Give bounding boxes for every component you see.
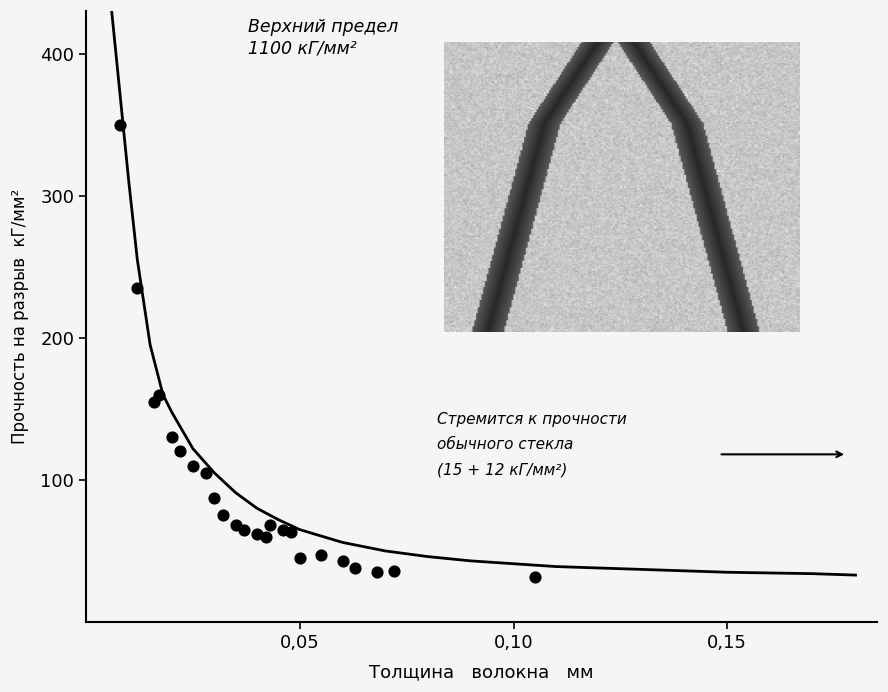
Point (250, 529, 264, 540)
Point (164, 432, 178, 443)
Point (147, 397, 162, 408)
Point (263, 520, 277, 531)
Point (348, 563, 362, 574)
Point (336, 556, 350, 567)
Point (293, 552, 307, 563)
Point (527, 571, 542, 582)
Y-axis label: Прочность на разрыв  кГ/мм²: Прочность на разрыв кГ/мм² (12, 189, 29, 444)
Point (369, 567, 384, 578)
Point (258, 531, 273, 543)
Point (386, 565, 400, 576)
Point (113, 119, 127, 130)
X-axis label: Толщина   волокна   мм: Толщина волокна мм (369, 663, 594, 681)
Point (173, 446, 187, 457)
Text: обычного стекла: обычного стекла (437, 437, 573, 453)
Text: (15 + 12 кГ/мм²): (15 + 12 кГ/мм²) (437, 463, 567, 478)
Point (314, 549, 329, 561)
Point (207, 493, 221, 504)
Text: Стремится к прочности: Стремится к прочности (437, 412, 626, 427)
Point (275, 524, 289, 535)
Text: Верхний предел
1100 кГ/мм²: Верхний предел 1100 кГ/мм² (249, 18, 399, 57)
Point (131, 282, 145, 293)
Point (216, 510, 230, 521)
Point (228, 520, 242, 531)
Point (186, 460, 200, 471)
Point (237, 524, 251, 535)
Point (284, 527, 298, 538)
Point (152, 389, 166, 400)
Point (199, 467, 213, 478)
